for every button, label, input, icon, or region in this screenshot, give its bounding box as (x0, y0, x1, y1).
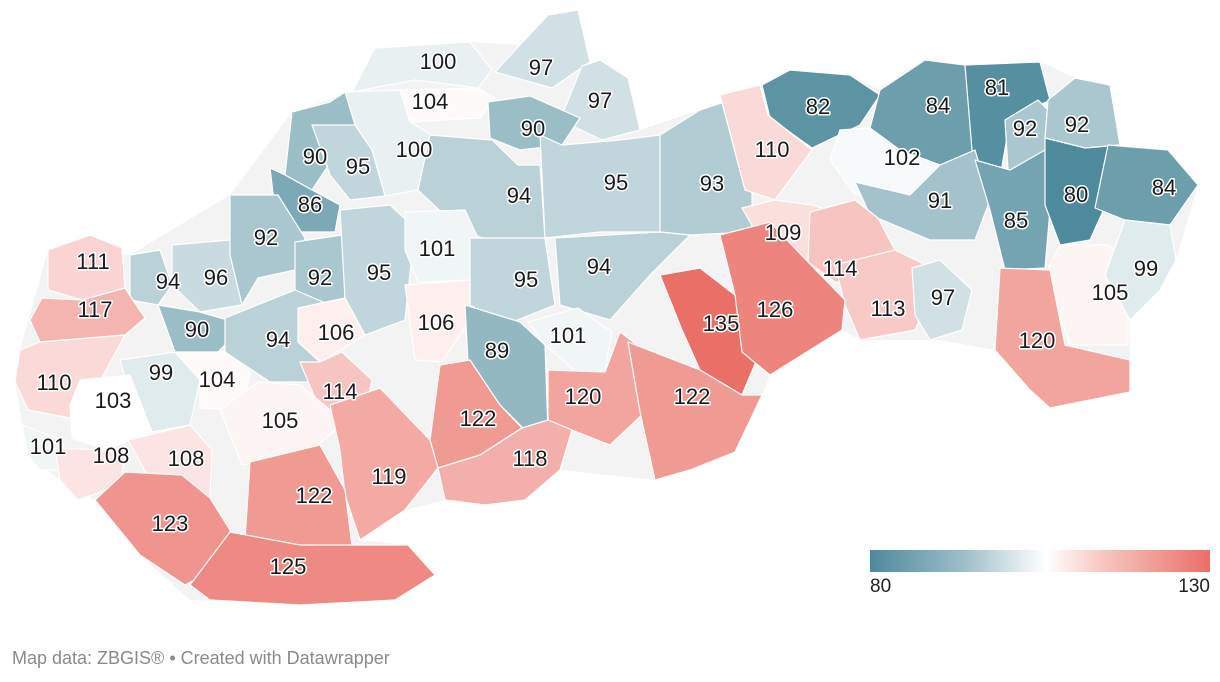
district-value-label: 109 (765, 220, 802, 245)
district-region[interactable] (311, 124, 386, 201)
district-region[interactable] (297, 297, 366, 363)
district-value-label: 105 (1092, 280, 1129, 305)
district-region[interactable] (554, 231, 691, 321)
district-value-label: 92 (1065, 112, 1089, 137)
district-value-label: 114 (822, 256, 857, 281)
district-value-label: 92 (254, 225, 278, 250)
district-value-label: 97 (931, 285, 955, 310)
district-value-label: 108 (168, 446, 205, 471)
district-value-label: 96 (204, 265, 228, 290)
district-region[interactable] (911, 259, 973, 341)
district-value-label: 90 (185, 317, 209, 342)
district-region[interactable] (94, 471, 231, 586)
district-value-label: 94 (587, 254, 611, 279)
district-region[interactable] (719, 84, 813, 201)
legend-gradient-bar (870, 550, 1210, 572)
district-region[interactable] (994, 267, 1131, 409)
district-region[interactable] (171, 239, 243, 313)
district-value-label: 84 (926, 93, 950, 118)
district-region[interactable] (527, 307, 613, 376)
district-value-label: 110 (36, 370, 71, 395)
district-value-label: 117 (77, 297, 112, 322)
district-value-label: 90 (521, 116, 545, 141)
district-region[interactable] (1044, 137, 1121, 246)
district-value-label: 92 (1013, 116, 1037, 141)
district-value-label: 94 (266, 327, 290, 352)
district-value-label: 105 (262, 408, 299, 433)
legend-max-label: 130 (1178, 576, 1210, 597)
district-value-label: 91 (928, 188, 952, 213)
district-value-label: 108 (93, 443, 130, 468)
district-value-label: 114 (322, 379, 357, 404)
district-value-label: 101 (30, 434, 67, 459)
district-value-label: 97 (529, 55, 553, 80)
district-region[interactable] (229, 194, 306, 306)
district-value-label: 104 (199, 367, 236, 392)
district-value-label: 118 (512, 446, 547, 471)
district-region[interactable] (329, 387, 439, 541)
district-region[interactable] (1104, 219, 1177, 321)
district-value-label: 100 (420, 49, 457, 74)
district-value-label: 120 (565, 384, 602, 409)
district-value-label: 106 (318, 320, 355, 345)
district-value-label: 95 (367, 260, 391, 285)
legend-min-label: 80 (870, 576, 892, 597)
district-value-label: 99 (1134, 256, 1158, 281)
district-value-label: 81 (985, 75, 1009, 100)
district-value-label: 97 (588, 88, 612, 113)
district-region[interactable] (404, 279, 471, 363)
district-value-label: 99 (149, 360, 173, 385)
district-value-label: 111 (76, 249, 109, 274)
district-value-label: 122 (460, 406, 497, 431)
district-value-label: 123 (152, 511, 189, 536)
district-value-label: 86 (298, 192, 322, 217)
color-legend: 80 130 (870, 550, 1210, 598)
district-value-label: 89 (485, 338, 509, 363)
district-value-label: 126 (757, 297, 794, 322)
attribution-footer: Map data: ZBGIS® • Created with Datawrap… (12, 648, 390, 668)
district-region[interactable] (189, 531, 436, 606)
district-value-label: 120 (1019, 328, 1056, 353)
district-value-label: 90 (303, 144, 327, 169)
district-value-label: 94 (156, 269, 180, 294)
district-value-label: 122 (674, 384, 711, 409)
district-value-label: 122 (296, 483, 333, 508)
district-value-label: 82 (806, 94, 830, 119)
district-region[interactable] (494, 9, 591, 89)
district-value-label: 100 (396, 137, 433, 162)
district-region[interactable] (437, 419, 573, 506)
district-region[interactable] (29, 287, 146, 343)
district-value-label: 110 (754, 137, 789, 162)
district-value-label: 104 (412, 89, 449, 114)
district-value-label: 95 (604, 170, 628, 195)
district-value-label: 102 (884, 145, 921, 170)
district-value-label: 113 (870, 296, 905, 321)
district-value-label: 119 (371, 464, 406, 489)
district-region[interactable] (129, 249, 173, 306)
district-value-label: 95 (346, 154, 370, 179)
district-value-label: 101 (419, 236, 456, 261)
district-value-label: 135 (703, 311, 740, 336)
district-value-label: 80 (1064, 182, 1088, 207)
district-value-label: 92 (308, 265, 332, 290)
district-region[interactable] (351, 41, 493, 93)
district-region[interactable] (627, 341, 763, 481)
district-value-label: 125 (270, 554, 307, 579)
district-value-label: 93 (700, 171, 724, 196)
district-value-label: 103 (95, 388, 132, 413)
district-value-label: 85 (1004, 208, 1028, 233)
district-value-label: 84 (1152, 175, 1176, 200)
district-region[interactable] (974, 149, 1051, 271)
regions-layer (14, 9, 1199, 606)
district-value-label: 95 (514, 267, 538, 292)
district-value-label: 101 (550, 323, 587, 348)
district-region[interactable] (719, 221, 846, 376)
district-value-label: 106 (418, 310, 455, 335)
district-value-label: 94 (507, 183, 531, 208)
